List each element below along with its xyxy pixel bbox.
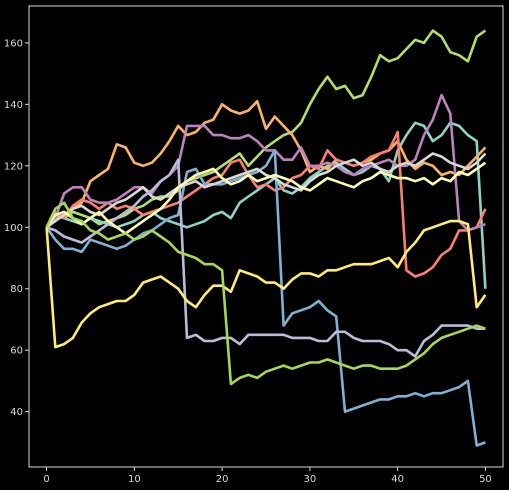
x-tick-label: 10 [128, 474, 141, 485]
y-tick-label: 40 [10, 407, 23, 418]
x-axis: 0 10 20 30 40 50 [43, 467, 492, 485]
y-tick-label: 60 [10, 346, 23, 357]
x-tick-label: 0 [43, 474, 49, 485]
axes-frame [28, 5, 504, 468]
y-tick-label: 160 [4, 38, 23, 49]
series-line-10 [45, 219, 487, 349]
x-tick-label: 20 [216, 474, 229, 485]
y-tick-label: 100 [4, 223, 23, 234]
series-line-9 [45, 161, 487, 235]
x-tick-label: 50 [479, 474, 492, 485]
series-line-6 [45, 149, 486, 447]
series-line-5 [45, 93, 486, 232]
y-tick-label: 80 [10, 284, 23, 295]
y-axis: 40 60 80 100 120 140 160 [4, 38, 29, 418]
x-tick-label: 30 [304, 474, 317, 485]
series-line-11 [45, 201, 486, 386]
series-layer [45, 29, 487, 447]
series-line-4 [45, 130, 487, 278]
y-tick-label: 140 [4, 100, 23, 111]
series-line-8 [46, 158, 486, 358]
series-line-7 [45, 152, 487, 229]
y-tick-label: 120 [4, 161, 23, 172]
x-tick-label: 40 [391, 474, 404, 485]
